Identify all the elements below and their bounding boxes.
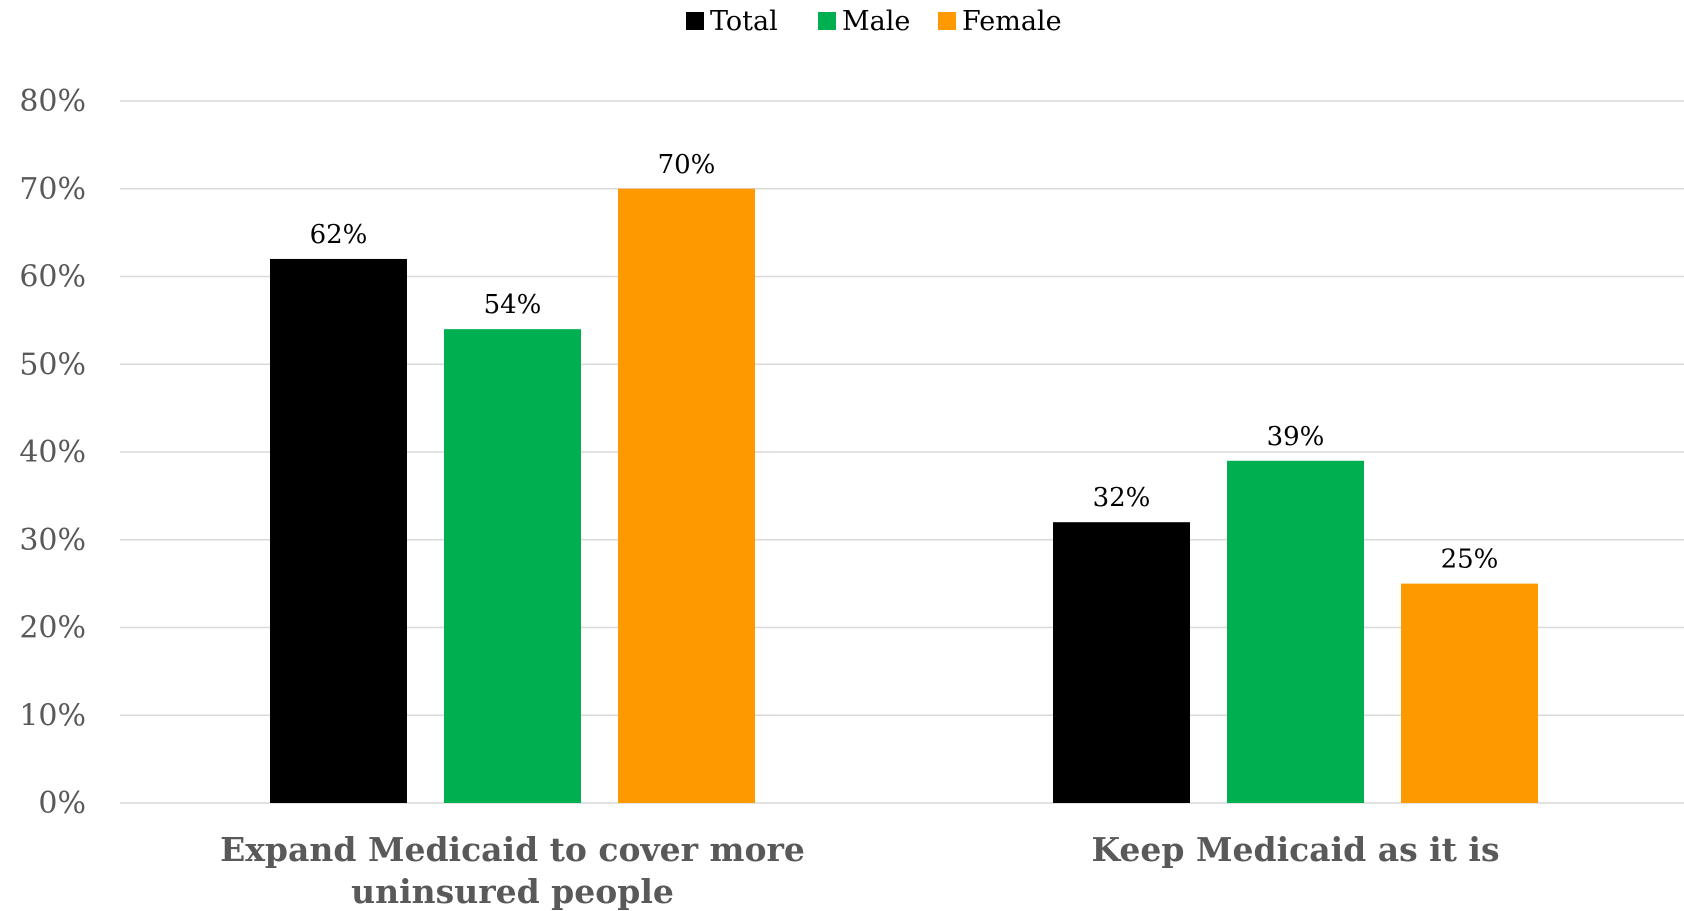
y-tick-label: 80%	[19, 84, 86, 119]
y-tick-label: 40%	[19, 435, 86, 470]
data-label-total-1: 32%	[1093, 483, 1151, 513]
legend-swatch-male	[818, 12, 836, 30]
bar-total-0	[270, 258, 407, 803]
data-labels: 62% 32% 54% 39% 70% 25%	[310, 150, 1499, 575]
legend-swatch-female	[938, 12, 956, 30]
category-label-0-line-0: Expand Medicaid to cover more	[220, 830, 805, 869]
y-axis-tick-labels: 0% 10% 20% 30% 40% 50% 60% 70% 80%	[19, 84, 86, 821]
legend: Total Male Female	[686, 6, 1062, 37]
y-tick-label: 20%	[19, 611, 86, 646]
bar-female-0	[618, 188, 755, 803]
category-label-1-line-0: Keep Medicaid as it is	[1091, 830, 1499, 869]
y-tick-label: 0%	[38, 786, 86, 821]
y-tick-label: 10%	[19, 698, 86, 733]
y-tick-label: 70%	[19, 172, 86, 207]
data-label-female-1: 25%	[1441, 545, 1499, 575]
bar-female-1	[1401, 583, 1538, 803]
legend-label-male: Male	[842, 6, 910, 37]
bar-male-1	[1227, 460, 1364, 803]
data-label-male-0: 54%	[484, 290, 542, 320]
legend-swatch-total	[686, 12, 704, 30]
bar-male-0	[444, 329, 581, 803]
y-tick-label: 30%	[19, 523, 86, 558]
data-label-total-0: 62%	[310, 220, 368, 250]
y-tick-label: 50%	[19, 347, 86, 382]
y-tick-label: 60%	[19, 260, 86, 295]
bar-total-1	[1053, 522, 1190, 803]
legend-label-female: Female	[962, 6, 1062, 37]
bars	[270, 188, 1538, 803]
legend-label-total: Total	[710, 6, 778, 37]
data-label-male-1: 39%	[1267, 422, 1325, 452]
category-label-0-line-1: uninsured people	[351, 872, 674, 911]
data-label-female-0: 70%	[658, 150, 716, 180]
